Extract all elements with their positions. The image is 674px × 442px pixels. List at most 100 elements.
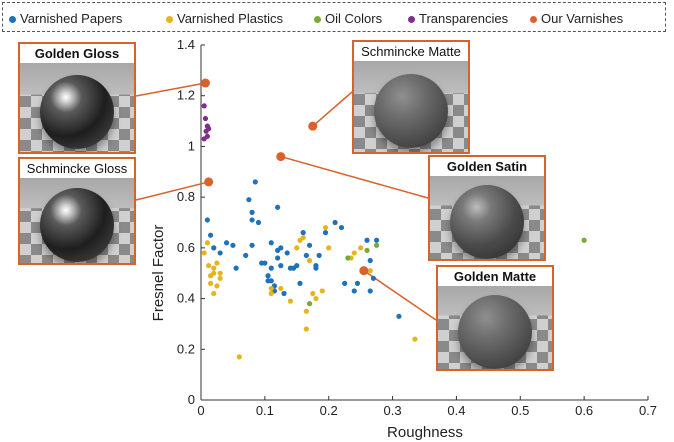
data-point-varnished-papers [374, 237, 380, 243]
rendered-sphere-image [354, 61, 468, 152]
legend-marker-our-varnishes [530, 16, 537, 23]
legend-label-transparencies: Transparencies [419, 11, 509, 26]
data-point-varnished-papers [246, 197, 252, 203]
x-tick-label: 0.3 [384, 403, 402, 418]
thumbnail-label: Golden Gloss [20, 44, 134, 63]
data-point-oil-colors [581, 237, 587, 243]
data-point-varnished-plastics [217, 275, 223, 281]
data-point-varnished-papers [367, 257, 373, 264]
data-point-varnished-plastics [278, 285, 284, 292]
data-point-varnished-plastics [367, 268, 373, 274]
y-tick-label: 1.2 [177, 88, 195, 103]
data-point-varnished-plastics [204, 240, 210, 246]
rendered-sphere-image [20, 178, 134, 263]
thumbnail-golden-matte: Golden Matte [436, 265, 554, 371]
data-point-our-varnishes [276, 152, 286, 162]
data-point-varnished-plastics [412, 336, 418, 342]
data-point-oil-colors [345, 255, 351, 261]
data-point-varnished-plastics [214, 283, 220, 289]
data-point-varnished-papers [284, 250, 290, 256]
thumbnail-label: Golden Satin [430, 157, 544, 176]
data-point-varnished-papers [278, 245, 284, 251]
data-point-varnished-plastics [306, 257, 313, 264]
y-tick-label: 1 [188, 138, 195, 153]
data-point-varnished-papers [217, 250, 223, 256]
data-point-varnished-plastics [351, 250, 357, 256]
data-point-varnished-plastics [211, 265, 217, 271]
thumbnail-label: Schmincke Gloss [20, 159, 134, 178]
data-point-varnished-papers [275, 255, 281, 261]
x-tick-label: 0.7 [639, 403, 657, 418]
data-point-varnished-plastics [303, 308, 309, 314]
data-point-varnished-papers [303, 252, 309, 259]
data-point-varnished-plastics [303, 326, 309, 332]
data-point-transparencies [201, 136, 207, 142]
data-point-varnished-papers [370, 275, 377, 281]
data-point-varnished-papers [233, 265, 239, 271]
data-point-varnished-plastics [358, 245, 364, 251]
data-point-varnished-papers [268, 240, 274, 246]
data-point-varnished-papers [243, 252, 249, 259]
data-point-varnished-papers [249, 242, 255, 248]
data-point-varnished-papers [223, 240, 230, 246]
data-point-varnished-plastics [207, 280, 214, 286]
y-tick-label: 0.4 [177, 291, 195, 306]
legend-marker-transparencies [408, 16, 415, 23]
thumbnail-label: Golden Matte [438, 267, 552, 286]
legend-marker-varnished-plastics [166, 16, 173, 23]
data-point-varnished-plastics [300, 235, 306, 241]
data-point-varnished-papers [255, 219, 262, 226]
data-point-varnished-plastics [236, 354, 242, 360]
sphere-icon [374, 73, 448, 148]
data-points [200, 78, 587, 360]
data-point-varnished-plastics [214, 260, 220, 266]
legend-label-varnished-plastics: Varnished Plastics [177, 11, 283, 26]
sphere-icon [40, 187, 114, 262]
x-tick-label: 0 [197, 403, 204, 418]
data-point-varnished-papers [252, 179, 258, 185]
data-point-varnished-plastics [211, 290, 217, 297]
data-point-varnished-plastics [206, 263, 212, 269]
leader-line [312, 91, 353, 127]
data-point-varnished-papers [262, 260, 268, 266]
data-point-transparencies [201, 103, 207, 109]
legend-marker-varnished-papers [9, 16, 16, 23]
x-tick-label: 0.4 [447, 403, 465, 418]
data-point-varnished-plastics [268, 290, 274, 297]
data-point-our-varnishes [308, 121, 318, 131]
data-point-varnished-papers [249, 209, 255, 215]
thumbnail-golden-satin: Golden Satin [428, 155, 546, 261]
sphere-icon [458, 294, 532, 369]
data-point-varnished-papers [278, 263, 284, 269]
data-point-varnished-papers [306, 242, 313, 248]
rendered-sphere-image [20, 63, 134, 152]
data-point-our-varnishes [200, 78, 210, 88]
y-tick-label: 0 [188, 392, 195, 407]
y-tick-label: 0.6 [177, 240, 195, 255]
data-point-varnished-papers [300, 230, 306, 236]
data-point-varnished-papers [313, 265, 319, 271]
data-point-varnished-plastics [294, 245, 300, 251]
data-point-oil-colors [306, 301, 313, 307]
y-tick-label: 0.8 [177, 189, 195, 204]
data-point-varnished-papers [332, 219, 338, 226]
data-point-varnished-papers [207, 232, 214, 238]
thumbnail-schmincke-matte: Schmincke Matte [352, 40, 470, 154]
data-point-varnished-plastics [313, 295, 319, 302]
data-point-varnished-papers [338, 224, 345, 231]
data-point-varnished-papers [268, 278, 274, 284]
x-tick-label: 0.5 [511, 403, 529, 418]
legend-label-oil-colors: Oil Colors [325, 11, 383, 26]
x-tick-label: 0.6 [575, 403, 593, 418]
data-point-varnished-plastics [322, 224, 329, 231]
data-point-varnished-papers [396, 313, 402, 319]
x-axis-label: Roughness [387, 424, 463, 441]
leader-line [135, 82, 206, 97]
rendered-sphere-image [430, 176, 544, 259]
data-point-transparencies [202, 115, 209, 122]
data-point-varnished-plastics [217, 270, 223, 276]
leader-line [280, 155, 429, 199]
axes: 0 0.1 0.2 0.3 0.4 0.5 0.6 0.7 0 0.2 0.4 0.6 0.8 1 1.2 1… [177, 37, 657, 418]
thumbnail-schmincke-gloss: Schmincke Gloss [18, 157, 136, 265]
